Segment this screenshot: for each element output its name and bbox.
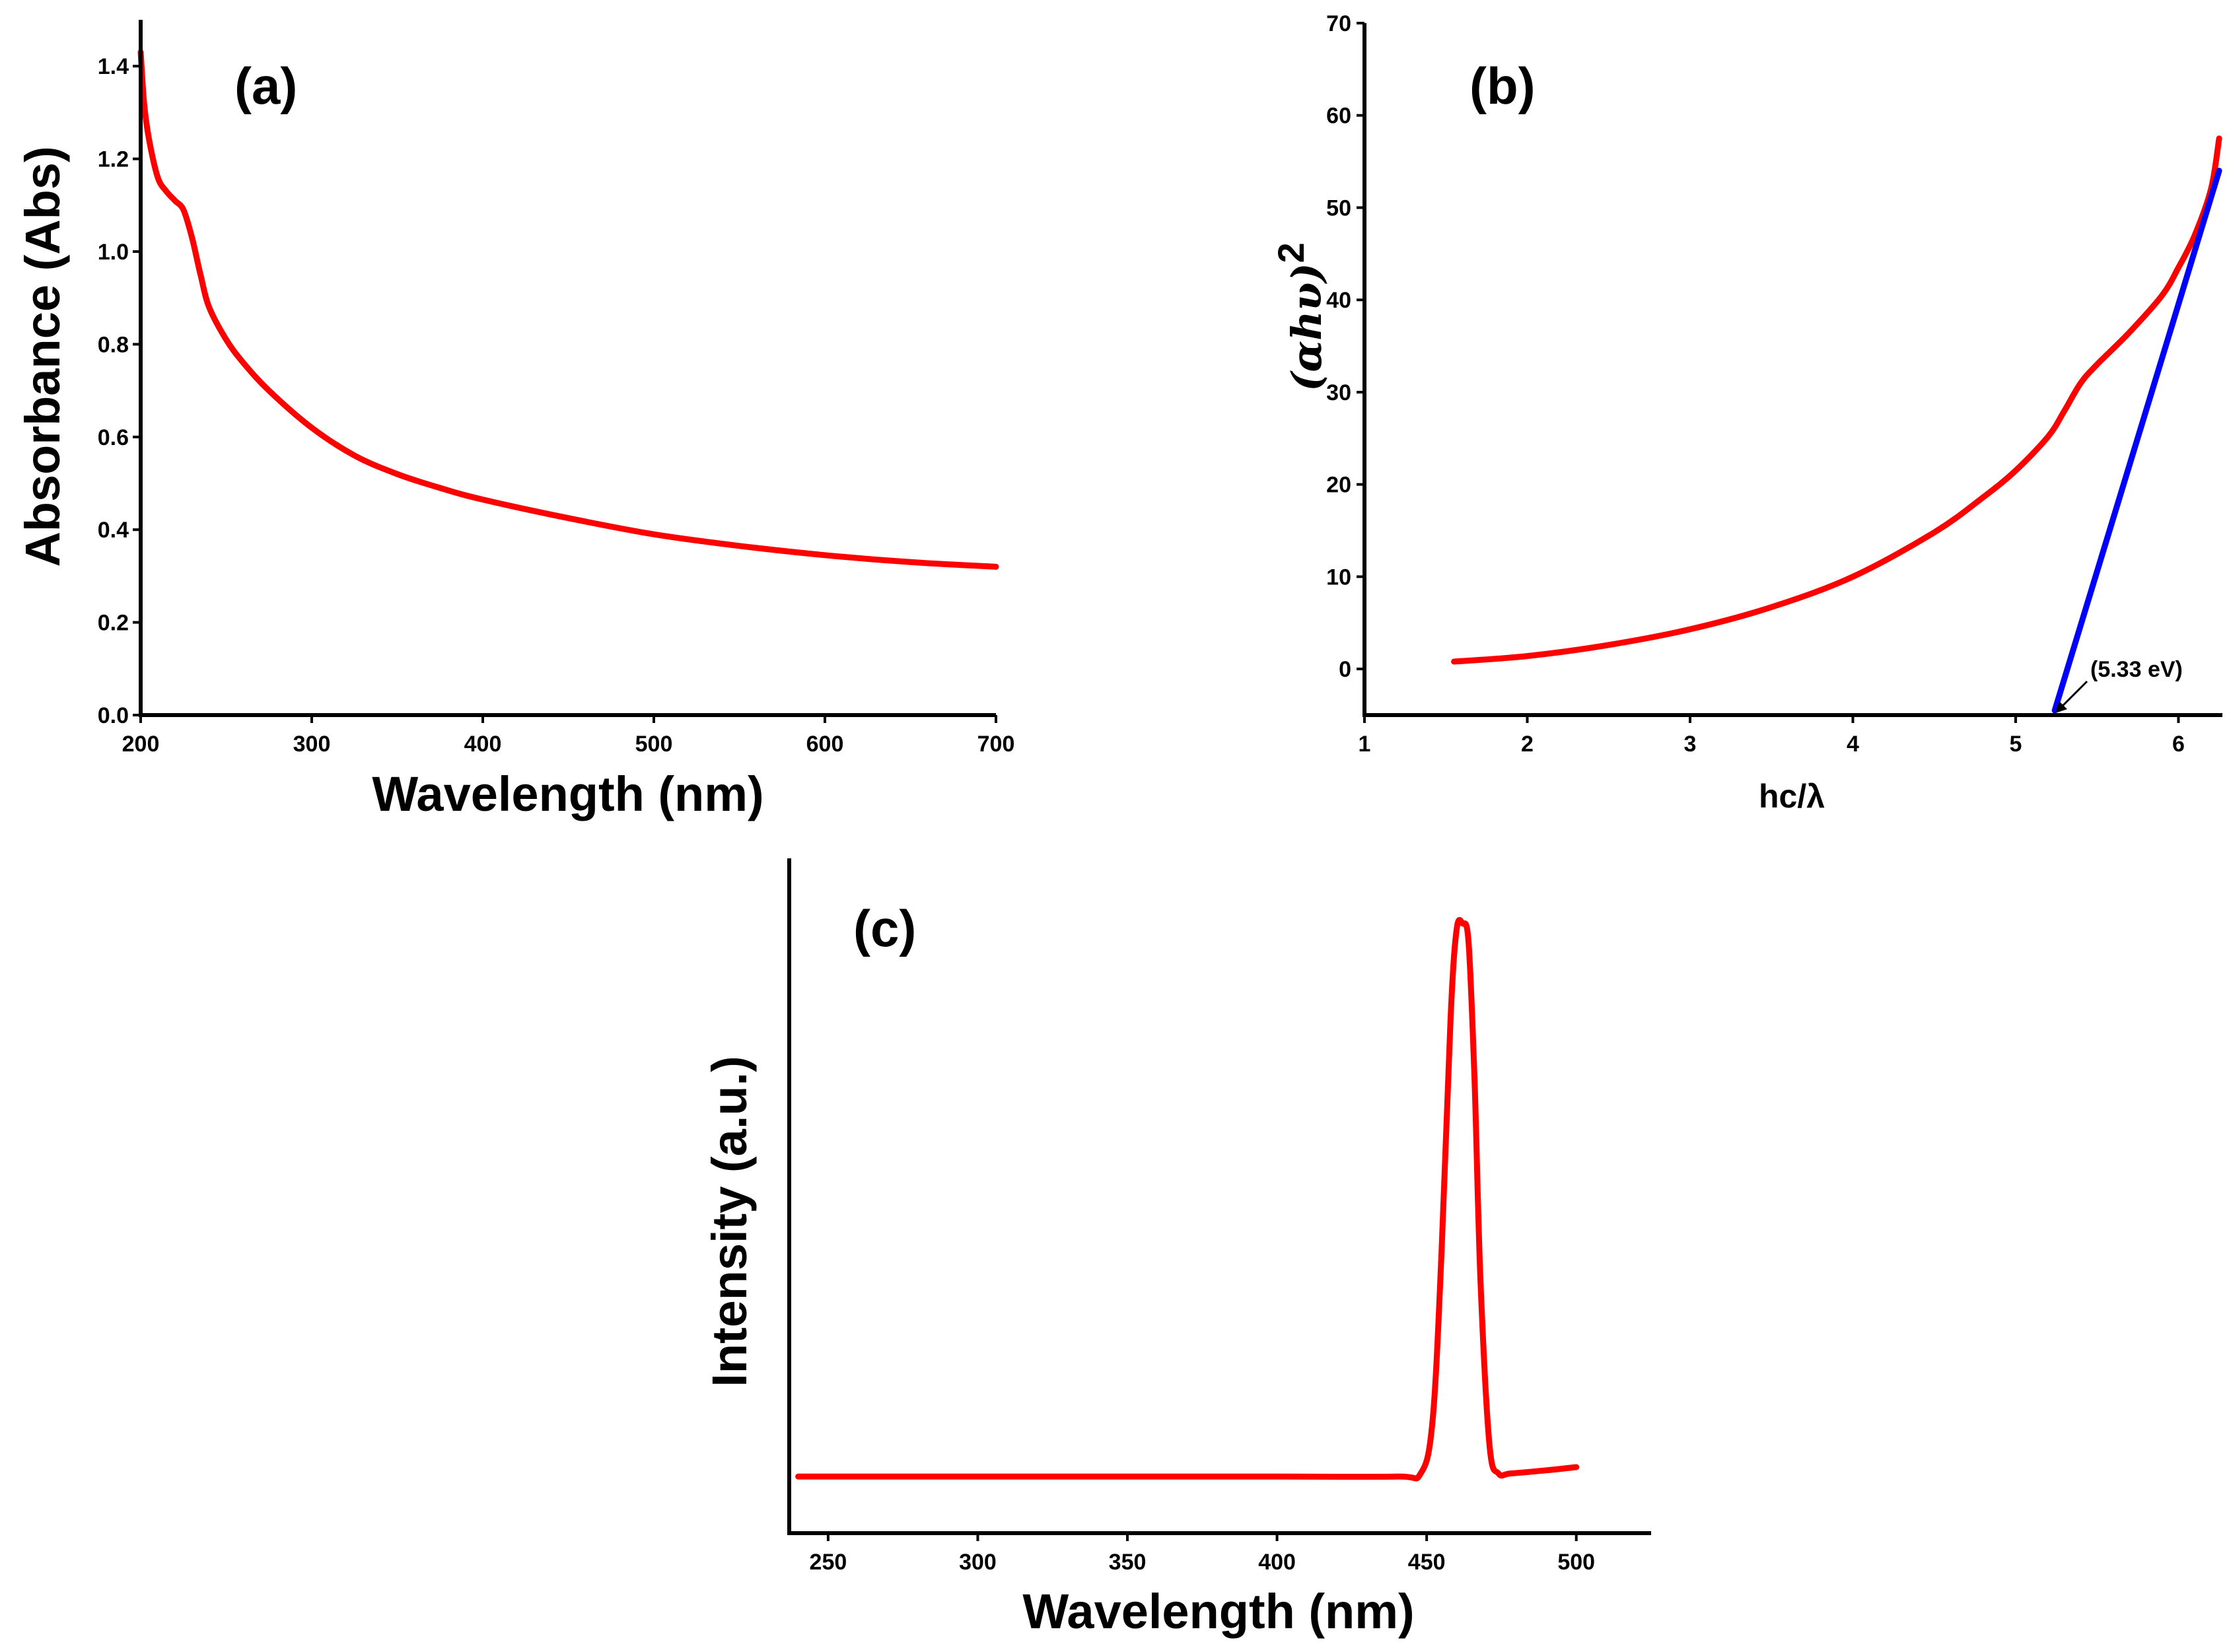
panel-a: 200 300 400 500 600 700 0.0 0.2 0.4 0.6 0.8 1.0 1.2 1…: [15, 20, 1014, 821]
panel-b-x-tick-label: 3: [1684, 732, 1697, 757]
panel-b-y-tick-label: 50: [1326, 195, 1351, 221]
panel-b-x-axis-title: hc/λ: [1759, 778, 1825, 815]
panel-a-y-tick-label: 1.4: [98, 54, 129, 79]
panel-a-y-tick-label: 0.6: [98, 425, 129, 450]
panel-b-y-tick-label: 10: [1326, 565, 1351, 590]
panel-a-y-tick-label: 0.4: [98, 518, 129, 543]
panel-b-x-tick-label: 6: [2172, 732, 2185, 757]
panel-c-x-tick-label: 400: [1258, 1550, 1296, 1575]
panel-b-y-tick-label: 30: [1326, 380, 1351, 405]
panel-a-x-tick-label: 300: [293, 732, 331, 757]
panel-b-tauc-curve: [1451, 135, 2222, 665]
panel-a-x-tick-label: 500: [635, 732, 673, 757]
panel-a-x-tick-label: 200: [122, 732, 160, 757]
panel-b-annotation-arrowhead: [2055, 701, 2067, 713]
panel-b-y-tick-label: 70: [1326, 11, 1351, 36]
panel-c-label: (c): [853, 899, 916, 957]
panel-a-y-tick-label: 0.2: [98, 611, 129, 636]
panel-b-annotation: (5.33 eV): [2090, 657, 2183, 682]
panel-b-x-tick-label: 4: [1847, 732, 1859, 757]
panel-b-label: (b): [1469, 57, 1536, 115]
panel-c-x-axis-title: Wavelength (nm): [1022, 1584, 1414, 1639]
panel-b-x-tick-label: 2: [1521, 732, 1534, 757]
panel-c-x-tick-label: 450: [1408, 1550, 1446, 1575]
panel-b-y-tick-label: 60: [1326, 104, 1351, 129]
panel-a-y-axis-title: Absorbance (Abs): [15, 146, 70, 567]
panel-a-label: (a): [234, 57, 297, 115]
panel-a-x-tick-label: 600: [806, 732, 844, 757]
panel-c-x-tick-label: 300: [959, 1550, 997, 1575]
panel-c-x-tick-label: 350: [1109, 1550, 1147, 1575]
panel-a-absorbance-curve: [137, 49, 999, 570]
panel-a-y-tick-label: 0.0: [98, 703, 129, 728]
panel-b-y-axis-title-superscript: 2: [1270, 242, 1312, 263]
panel-a-x-axis-title: Wavelength (nm): [372, 767, 763, 821]
panel-a-y-tick-label: 0.8: [98, 332, 129, 357]
panel-a-y-tick-label: 1.0: [98, 240, 129, 265]
panel-a-x-tick-label: 400: [464, 732, 502, 757]
panel-a-x-tick-label: 700: [977, 732, 1015, 757]
panel-c-intensity-curve: [795, 916, 1580, 1482]
panel-c-x-tick-label: 500: [1557, 1550, 1595, 1575]
panel-c-y-axis-title: Intensity (a.u.): [702, 1056, 757, 1387]
panel-b-y-tick-label: 20: [1326, 473, 1351, 498]
panel-b-y-tick-label: 0: [1339, 657, 1351, 682]
panel-b-y-tick-label: 40: [1326, 288, 1351, 313]
panel-c-x-tick-label: 250: [810, 1550, 847, 1575]
panel-b-annotation-arrow: [2059, 680, 2088, 709]
panel-b-y-axis-title: (αhυ)2: [1270, 242, 1331, 392]
panel-b-x-tick-label: 1: [1359, 732, 1371, 757]
panel-b-linear-fit-line: [2051, 168, 2222, 714]
panel-a-y-tick-label: 1.2: [98, 147, 129, 172]
panel-b-y-axis-title-main: (αhυ): [1283, 263, 1331, 391]
panel-b-x-tick-label: 5: [2009, 732, 2022, 757]
panel-c: 250 300 350 400 450 500 (c) Wavelength (nm) I…: [702, 858, 1651, 1639]
